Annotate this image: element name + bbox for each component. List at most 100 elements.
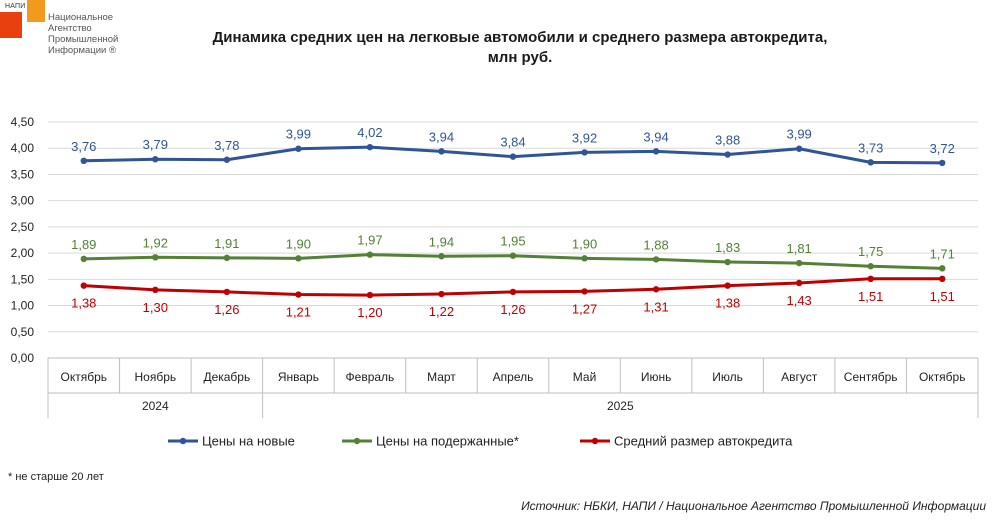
data-point	[223, 156, 231, 163]
data-label: 1,27	[572, 301, 597, 316]
data-label: 1,21	[286, 305, 311, 320]
data-point	[438, 290, 445, 298]
data-point	[509, 288, 517, 296]
y-tick-label: 3,00	[11, 194, 35, 208]
y-tick-label: 4,00	[11, 141, 35, 155]
data-label: 3,92	[572, 130, 597, 145]
legend-swatch-marker	[591, 437, 599, 445]
data-label: 1,83	[715, 240, 740, 255]
data-point	[867, 275, 874, 283]
series-credit: 1,38 1,30 1,26 1,21 1,20 1,22 1,26 1,27 1,31 1,38…	[71, 275, 955, 320]
data-point	[295, 255, 302, 262]
logo-text: Национальное Агентство Промышленной Инфо…	[48, 12, 118, 56]
data-label: 4,02	[357, 125, 382, 140]
footnote: * не старше 20 лет	[8, 471, 104, 483]
legend-swatch-marker	[179, 437, 187, 445]
data-point	[80, 255, 87, 263]
data-label: 1,71	[930, 246, 955, 261]
year-label: 2024	[142, 399, 169, 413]
data-label: 3,94	[643, 129, 668, 144]
source-note: Источник: НБКИ, НАПИ / Национальное Аген…	[521, 499, 986, 513]
data-point	[581, 149, 588, 156]
data-label: 1,75	[858, 244, 883, 259]
data-label: 3,72	[930, 141, 955, 156]
data-point	[223, 254, 231, 262]
series-group: 3,76 3,79 3,78 3,99 4,02 3,94 3,84 3,92 3,94 3,88…	[71, 125, 955, 320]
legend-swatch-marker	[353, 437, 361, 445]
x-tick-label: Август	[781, 370, 818, 384]
data-point	[939, 265, 946, 272]
y-axis: 0,00 0,50 1,00 1,50 2,00 2,50 3,00 3,50 4,00 4,50	[11, 115, 35, 365]
data-label: 1,26	[214, 302, 239, 317]
data-point	[509, 252, 517, 259]
data-label: 3,76	[71, 139, 96, 154]
legend-label: Цены на новые	[202, 434, 295, 449]
data-label: 1,88	[643, 237, 668, 252]
chart-title-line2: млн руб.	[487, 49, 553, 66]
data-point	[581, 255, 588, 262]
y-tick-label: 4,50	[11, 115, 35, 129]
data-point	[295, 291, 302, 298]
data-point	[438, 253, 445, 260]
legend: Цены на новые Цены на подержанные* Средний…	[168, 434, 793, 449]
data-point	[867, 159, 874, 166]
chart-title: Динамика средних цен на легковые автомоб…	[140, 28, 900, 68]
data-label: 1,43	[786, 293, 811, 308]
data-label: 3,84	[500, 135, 525, 150]
logo-abbr: НАПИ	[5, 3, 26, 10]
y-tick-label: 2,50	[11, 220, 35, 234]
logo-line: Промышленной	[48, 34, 119, 45]
x-tick-label: Октябрь	[919, 370, 966, 384]
data-point	[152, 286, 159, 294]
data-point	[652, 256, 660, 263]
chart-title-line1: Динамика средних цен на легковые автомоб…	[212, 29, 828, 46]
data-label: 1,90	[572, 236, 597, 251]
y-tick-label: 0,00	[11, 351, 35, 365]
data-point	[509, 153, 517, 160]
x-axis: Октябрь Ноябрь Декабрь Январь Февраль Март Апр…	[47, 357, 979, 418]
napi-logo: НАПИ Национальное Агентство Промышленной…	[0, 0, 130, 70]
legend-item-used: Цены на подержанные*	[342, 434, 519, 449]
x-tick-label: Апрель	[493, 370, 534, 384]
data-label: 1,90	[286, 236, 311, 251]
data-label: 1,95	[500, 234, 525, 249]
data-point	[939, 159, 946, 167]
logo-line: Национальное	[48, 12, 114, 23]
data-point	[652, 148, 660, 155]
data-point	[80, 282, 87, 289]
legend-label: Средний размер автокредита	[614, 434, 793, 449]
data-point	[366, 143, 374, 151]
x-tick-label: Ноябрь	[134, 370, 176, 384]
data-point	[795, 145, 803, 152]
data-label: 1,97	[357, 233, 382, 248]
y-tick-label: 2,00	[11, 246, 35, 260]
series-used: 1,89 1,92 1,91 1,90 1,97 1,94 1,95 1,90 1,88 1,83…	[71, 233, 955, 272]
legend-item-credit: Средний размер автокредита	[580, 434, 793, 449]
logo-line: Информации ®	[48, 45, 116, 56]
logo-orange-square	[27, 0, 45, 22]
data-label: 1,92	[143, 235, 168, 250]
data-point	[939, 275, 946, 283]
data-label: 1,30	[143, 300, 168, 315]
x-tick-label: Июль	[712, 370, 743, 384]
y-tick-label: 0,50	[11, 325, 35, 339]
data-point	[438, 148, 445, 155]
data-label: 1,22	[429, 304, 454, 319]
data-point	[223, 288, 231, 296]
year-label: 2025	[607, 399, 634, 413]
data-label: 1,51	[930, 289, 955, 304]
legend-label: Цены на подержанные*	[376, 434, 519, 449]
x-tick-label: Декабрь	[203, 370, 250, 384]
data-label: 3,99	[286, 127, 311, 142]
y-tick-label: 1,00	[11, 299, 35, 313]
data-label: 1,38	[71, 296, 96, 311]
data-point	[581, 288, 588, 295]
data-point	[724, 282, 731, 289]
x-tick-label: Январь	[278, 370, 319, 384]
data-point	[80, 157, 87, 165]
data-label: 3,78	[214, 138, 239, 153]
data-label: 3,88	[715, 133, 740, 148]
x-tick-label: Сентябрь	[844, 370, 898, 384]
data-point	[295, 145, 302, 152]
